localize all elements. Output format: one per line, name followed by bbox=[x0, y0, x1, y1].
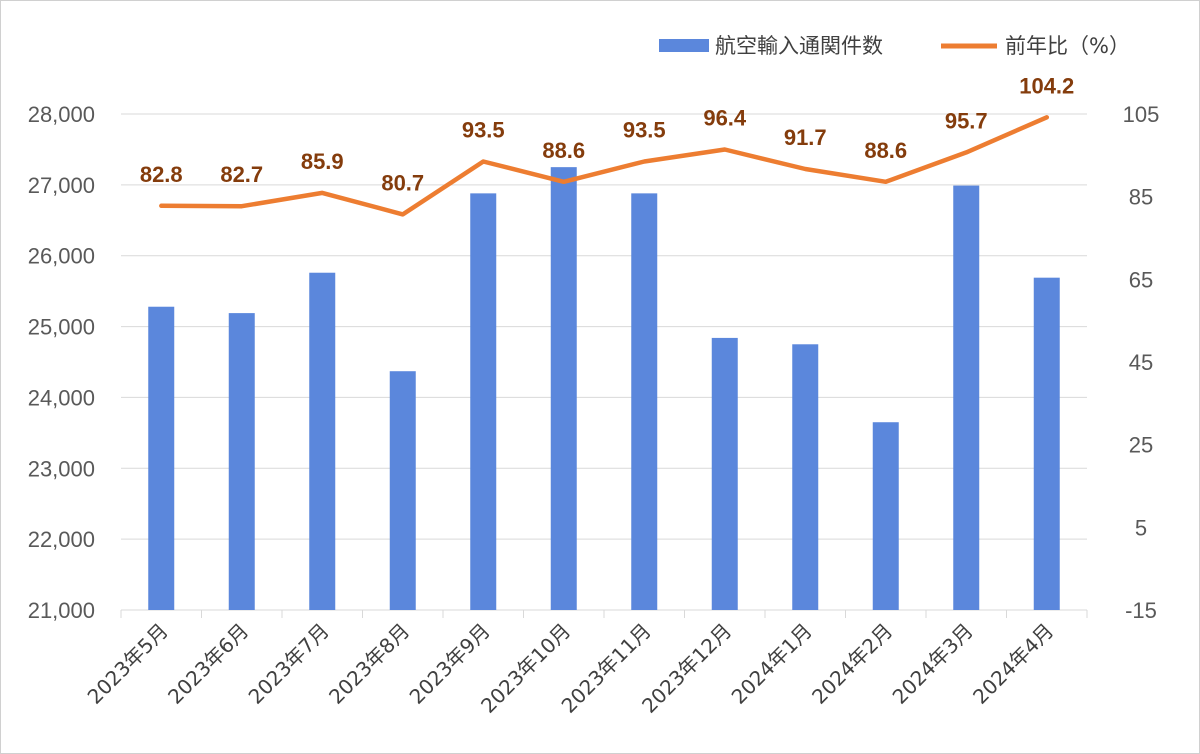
category-label: 2023年6月 bbox=[163, 619, 253, 709]
bar bbox=[148, 306, 175, 610]
line-series bbox=[159, 115, 1050, 217]
right-axis-tick-label: 105 bbox=[1123, 102, 1160, 127]
bar bbox=[309, 272, 336, 610]
right-axis-tick-label: 65 bbox=[1129, 267, 1153, 292]
line-data-label: 80.7 bbox=[381, 170, 424, 195]
bar bbox=[953, 185, 980, 610]
left-axis-tick-label: 23,000 bbox=[28, 456, 95, 481]
category-label: 2024年3月 bbox=[888, 619, 978, 709]
gridlines bbox=[121, 113, 1087, 611]
right-axis-ticks: -15 5 25 45 65 85 105 bbox=[1123, 102, 1160, 623]
bar-series bbox=[148, 167, 1060, 611]
line-data-label: 82.7 bbox=[220, 162, 263, 187]
right-axis-tick-label: 25 bbox=[1129, 433, 1153, 458]
bar bbox=[550, 167, 577, 610]
line-data-label: 95.7 bbox=[945, 108, 988, 133]
bar bbox=[470, 193, 497, 611]
bar bbox=[872, 422, 899, 610]
right-axis-tick-label: 45 bbox=[1129, 350, 1153, 375]
bar bbox=[389, 371, 416, 610]
bar bbox=[1033, 277, 1060, 610]
bar bbox=[792, 344, 819, 610]
bar bbox=[711, 337, 738, 610]
left-axis-ticks: 21,000 22,000 23,000 24,000 25,000 26,000 27,0… bbox=[28, 102, 95, 623]
data-labels: 82.8 82.7 85.9 80.7 93.5 88.6 93.5 96.4 91.7 88.6… bbox=[140, 73, 1074, 195]
legend-bar-swatch bbox=[659, 39, 709, 52]
left-axis-tick-label: 24,000 bbox=[28, 385, 95, 410]
legend: 航空輸入通関件数 前年比（%） bbox=[659, 34, 1130, 58]
line-data-label: 96.4 bbox=[703, 106, 747, 131]
legend-line-label: 前年比（%） bbox=[1005, 34, 1130, 58]
line-data-label: 104.2 bbox=[1019, 73, 1074, 98]
category-axis-labels: 2023年5月2023年6月2023年7月2023年8月2023年9月2023年… bbox=[83, 610, 1088, 718]
line-data-label: 88.6 bbox=[542, 138, 585, 163]
line-data-label: 93.5 bbox=[462, 118, 505, 143]
left-axis-tick-label: 28,000 bbox=[28, 102, 95, 127]
bar bbox=[228, 313, 255, 610]
line-data-label: 85.9 bbox=[301, 149, 344, 174]
category-label: 2024年2月 bbox=[807, 619, 897, 709]
left-axis-tick-label: 26,000 bbox=[28, 244, 95, 269]
line-data-label: 91.7 bbox=[784, 125, 827, 150]
right-axis-tick-label: -15 bbox=[1125, 598, 1157, 623]
category-label: 2023年7月 bbox=[244, 619, 334, 709]
category-label: 2023年8月 bbox=[324, 619, 414, 709]
left-axis-tick-label: 25,000 bbox=[28, 315, 95, 340]
line-data-label: 93.5 bbox=[623, 118, 666, 143]
category-label: 2024年4月 bbox=[968, 619, 1058, 709]
line-path bbox=[159, 115, 1050, 217]
category-label: 2024年1月 bbox=[727, 619, 817, 709]
line-data-label: 88.6 bbox=[864, 138, 907, 163]
left-axis-tick-label: 27,000 bbox=[28, 173, 95, 198]
legend-bar-label: 航空輸入通関件数 bbox=[715, 34, 883, 58]
left-axis-tick-label: 21,000 bbox=[28, 598, 95, 623]
line-data-label: 82.8 bbox=[140, 162, 183, 187]
right-axis-tick-label: 85 bbox=[1129, 185, 1153, 210]
category-label: 2023年5月 bbox=[83, 619, 173, 709]
right-axis-tick-label: 5 bbox=[1135, 515, 1147, 540]
bar bbox=[631, 193, 658, 611]
left-axis-tick-label: 22,000 bbox=[28, 527, 95, 552]
